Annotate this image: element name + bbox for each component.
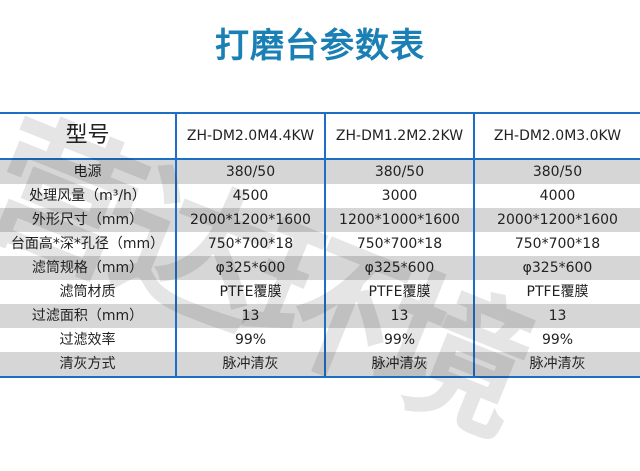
table-cell: 380/50 — [324, 160, 473, 184]
table-cell: PTFE覆膜 — [175, 280, 324, 304]
table-row: 过滤效率 99% 99% 99% — [0, 328, 640, 352]
header-cell: ZH-DM2.0M4.4KW — [175, 114, 324, 158]
row-label: 过滤面积（mm） — [31, 308, 144, 324]
table-cell: φ325*600 — [473, 256, 640, 280]
table-cell: 脉冲清灰 — [473, 352, 640, 376]
table-cell: 4000 — [473, 184, 640, 208]
row-label: 处理风量（m³/h） — [29, 188, 146, 204]
table-cell: 99% — [175, 328, 324, 352]
table-cell: 脉冲清灰 — [175, 352, 324, 376]
table-cell: 750*700*18 — [473, 232, 640, 256]
table-cell: 2000*1200*1600 — [175, 208, 324, 232]
row-label: 过滤效率 — [59, 332, 116, 348]
table-row: 处理风量（m³/h） 4500 3000 4000 — [0, 184, 640, 208]
header-cell: ZH-DM1.2M2.2KW — [324, 114, 473, 158]
table-cell: 4500 — [175, 184, 324, 208]
table-cell: 1200*1000*1600 — [324, 208, 473, 232]
row-label: 滤筒规格（mm） — [31, 260, 144, 276]
row-label: 电源 — [73, 164, 102, 180]
table-cell: 脉冲清灰 — [324, 352, 473, 376]
table-cell: 2000*1200*1600 — [473, 208, 640, 232]
table-cell: 13 — [473, 304, 640, 328]
table-cell: φ325*600 — [324, 256, 473, 280]
table-cell: PTFE覆膜 — [324, 280, 473, 304]
table-cell: 380/50 — [473, 160, 640, 184]
table-cell: 750*700*18 — [175, 232, 324, 256]
table-row: 过滤面积（mm） 13 13 13 — [0, 304, 640, 328]
table-cell: 750*700*18 — [324, 232, 473, 256]
table-row: 清灰方式 脉冲清灰 脉冲清灰 脉冲清灰 — [0, 352, 640, 376]
row-label: 外形尺寸（mm） — [31, 212, 144, 228]
spec-table: 型号 ZH-DM2.0M4.4KW ZH-DM1.2M2.2KW ZH-DM2.… — [0, 112, 640, 378]
table-row: 电源 380/50 380/50 380/50 — [0, 160, 640, 184]
table-cell: PTFE覆膜 — [473, 280, 640, 304]
table-header-row: 型号 ZH-DM2.0M4.4KW ZH-DM1.2M2.2KW ZH-DM2.… — [0, 114, 640, 160]
table-cell: 13 — [324, 304, 473, 328]
table-cell: 380/50 — [175, 160, 324, 184]
header-cell-model: 型号 — [65, 123, 110, 148]
table-row: 外形尺寸（mm） 2000*1200*1600 1200*1000*1600 2000… — [0, 208, 640, 232]
table-cell: φ325*600 — [175, 256, 324, 280]
page-title: 打磨台参数表 — [215, 26, 425, 66]
header-cell: ZH-DM2.0M3.0KW — [473, 114, 640, 158]
table-row: 滤筒材质 PTFE覆膜 PTFE覆膜 PTFE覆膜 — [0, 280, 640, 304]
row-label: 台面高*深*孔径（mm） — [10, 236, 165, 252]
row-label: 滤筒材质 — [59, 284, 116, 300]
table-cell: 99% — [324, 328, 473, 352]
row-label: 清灰方式 — [59, 356, 116, 372]
table-row: 台面高*深*孔径（mm） 750*700*18 750*700*18 750*700*… — [0, 232, 640, 256]
table-row: 滤筒规格（mm） φ325*600 φ325*600 φ325*600 — [0, 256, 640, 280]
table-cell: 13 — [175, 304, 324, 328]
table-cell: 3000 — [324, 184, 473, 208]
table-cell: 99% — [473, 328, 640, 352]
